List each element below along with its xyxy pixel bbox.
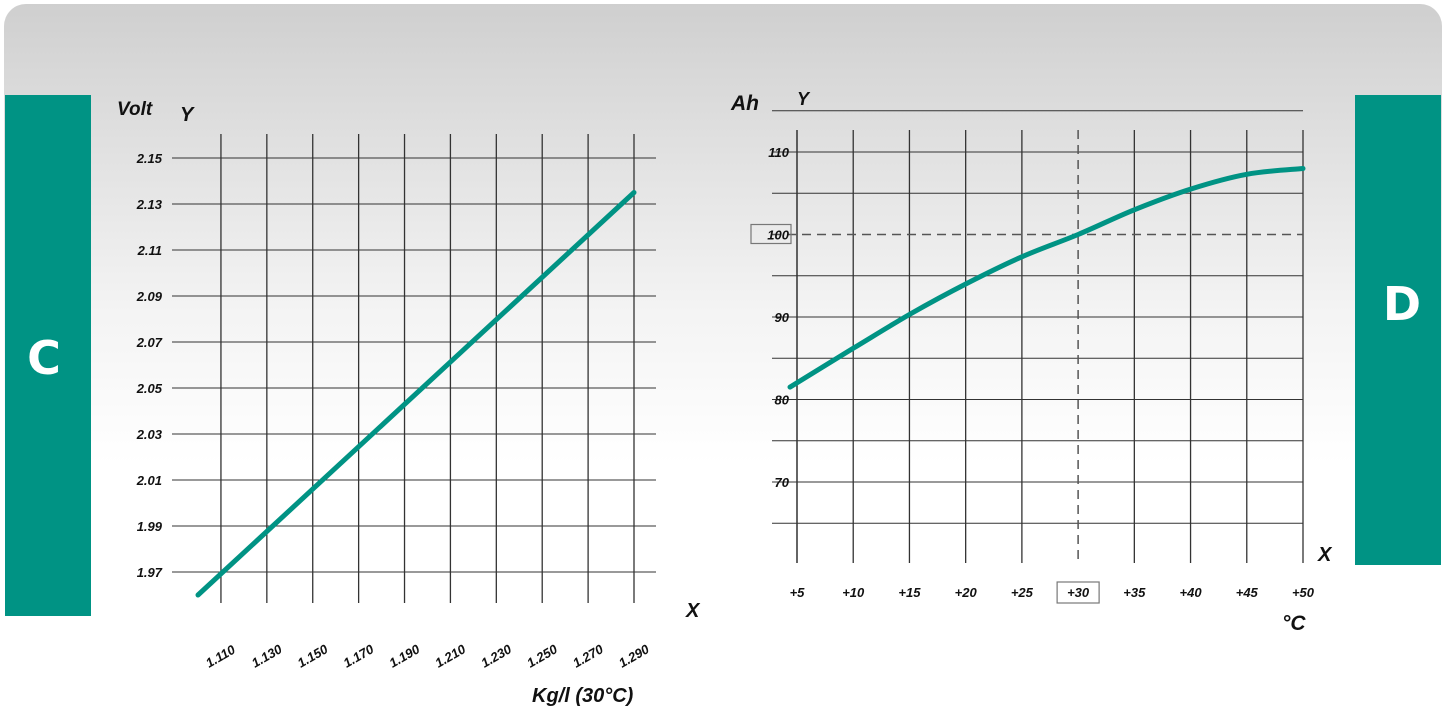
y-tick-label: 80	[775, 393, 790, 408]
x-tick-label: +5	[790, 585, 806, 600]
y-tick-label: 2.03	[136, 427, 163, 442]
chart-d-x-letter: X	[1317, 544, 1333, 566]
x-tick-label: +30	[1067, 585, 1090, 600]
panel-c-letter: C	[27, 330, 61, 385]
y-tick-label: 110	[768, 145, 789, 160]
highlight-box-y	[750, 223, 792, 245]
chart-c-x-letter: X	[685, 600, 701, 622]
panel-d-letter: D	[1382, 277, 1422, 331]
x-tick-label: +15	[898, 585, 921, 600]
y-tick-label: 2.15	[136, 151, 163, 166]
y-tick-label: 2.09	[136, 289, 163, 304]
y-tick-label: 2.13	[136, 197, 163, 212]
chart-d-grid	[772, 110, 1304, 563]
y-tick-label: 70	[775, 475, 790, 490]
capacity-curve	[787, 166, 1306, 390]
panel-c-tab: C	[5, 95, 91, 616]
chart-d-ticks: 110 100 90 80 70 +5 +10 +15 +20 +25 +30 +35 +40 +45 +5…	[750, 145, 1315, 604]
y-tick-label: 2.11	[137, 243, 162, 258]
chart-c-ylabel: Volt	[117, 99, 153, 120]
y-tick-label: 100	[767, 228, 789, 243]
chart-c-grid	[172, 134, 656, 603]
y-tick-label: 1.97	[137, 565, 163, 580]
chart-d-ylabel: Ah	[730, 92, 759, 115]
chart-d-y-letter: Y	[797, 89, 811, 109]
x-tick-label: +35	[1123, 585, 1146, 600]
panel-d-tab: D	[1355, 95, 1441, 565]
x-tick-label: +20	[955, 585, 978, 600]
chart-d-series	[787, 166, 1306, 390]
voltage-line	[195, 190, 637, 598]
chart-c-series	[195, 190, 637, 598]
x-tick-label: +50	[1292, 585, 1315, 600]
y-tick-label: 2.07	[136, 335, 163, 350]
chart-d-xlabel: °C	[1282, 612, 1306, 635]
chart-c-xlabel: Kg/l (30°C)	[532, 685, 634, 707]
y-tick-label: 90	[775, 310, 790, 325]
x-tick-label: +10	[842, 585, 865, 600]
x-tick-label: +45	[1236, 585, 1259, 600]
background-panel	[4, 4, 1442, 718]
y-tick-label: 2.05	[136, 381, 163, 396]
y-tick-label: 1.99	[137, 519, 163, 534]
x-tick-label: +25	[1011, 585, 1034, 600]
chart-c-y-letter: Y	[180, 104, 195, 126]
y-tick-label: 2.01	[136, 473, 162, 488]
highlight-box-x	[1056, 581, 1100, 604]
x-tick-label: +40	[1180, 585, 1203, 600]
